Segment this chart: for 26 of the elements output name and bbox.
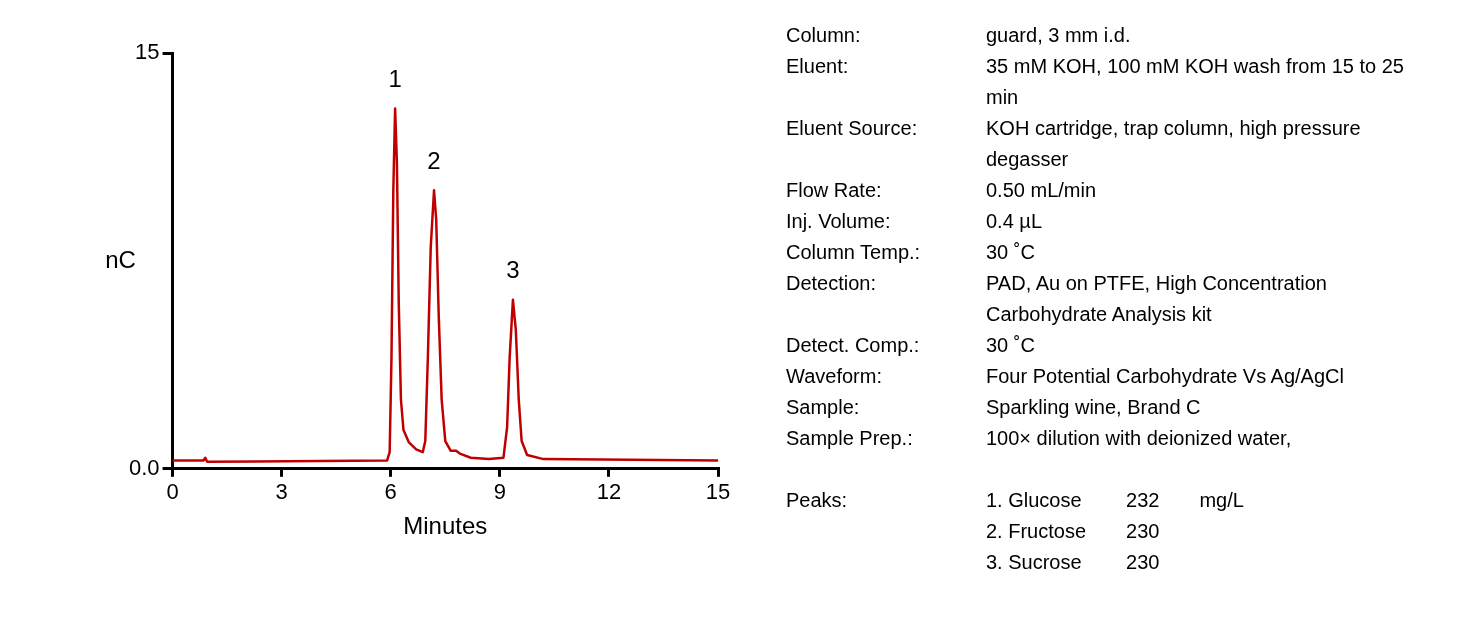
annotation: 1 xyxy=(388,65,402,93)
x-tick-label: 3 xyxy=(275,479,288,505)
text: Peaks: 1. Glucose 232 mg/L xyxy=(786,489,1244,511)
x-tick-label: 15 xyxy=(705,479,731,505)
text: Column: guard, 3 mm i.d. xyxy=(786,24,1131,46)
text: 3. Sucrose 230 xyxy=(986,551,1160,573)
text: Sample Prep.: 100× dilution with deionized water, xyxy=(786,427,1292,449)
x-tick-label: 0 xyxy=(166,479,179,505)
y-tick-label: 0.0 xyxy=(128,454,160,480)
text: Eluent Source: KOH cartridge, trap column, high pressure degasser xyxy=(786,117,1361,170)
x-axis-title: Minutes xyxy=(403,512,488,540)
x-tick-label: 9 xyxy=(493,479,506,505)
text: Sample: Sparkling wine, Brand C xyxy=(786,396,1201,418)
text: Eluent: 35 mM KOH, 100 mM KOH wash from 15 to 25 min xyxy=(786,55,1404,108)
y-axis-title: nC xyxy=(105,245,136,273)
annotation: 3 xyxy=(506,256,520,284)
x-tick-label: 6 xyxy=(384,479,397,505)
text: Detect. Comp.: 30 ˚C xyxy=(786,334,1035,356)
text: Inj. Volume: 0.4 µL xyxy=(786,210,1043,232)
text: Detection: PAD, Au on PTFE, High Concentration Carbohydrate Analysis kit xyxy=(786,272,1327,325)
annotation: 2 xyxy=(427,146,441,174)
text: Flow Rate: 0.50 mL/min xyxy=(786,179,1097,201)
text: Column Temp.: 30 ˚C xyxy=(786,241,1035,263)
text: 2. Fructose 230 xyxy=(986,520,1160,542)
x-tick-label: 12 xyxy=(596,479,622,505)
text: Waveform: Four Potential Carbohydrate Vs Ag/AgCl xyxy=(786,365,1344,387)
